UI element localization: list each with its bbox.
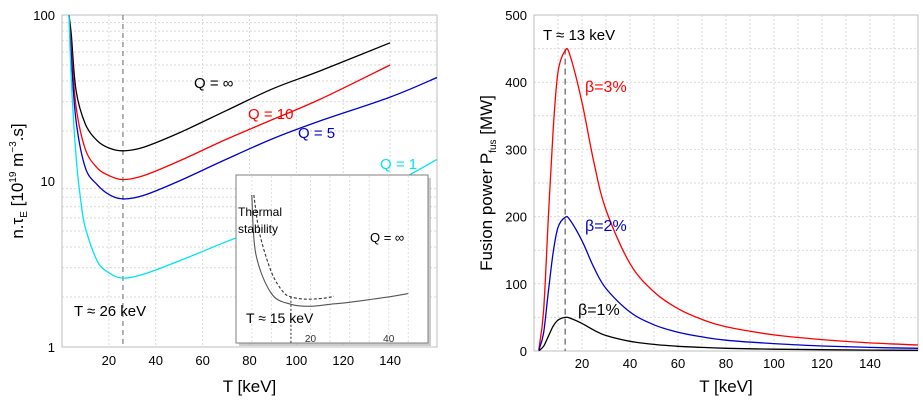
x-tick-label: 120 <box>811 356 833 371</box>
y-tick-label: 10 <box>41 174 55 189</box>
series-line-2 <box>538 215 918 351</box>
y-axis-label: Fusion power Pfus [MW] <box>477 95 499 271</box>
inset: Thermal stability Q = ∞ T ≈ 15 keV 20 40 <box>235 174 431 346</box>
x-tick-label: 80 <box>242 353 256 368</box>
series-label-q-5: Q = 5 <box>298 125 335 142</box>
series-line-q-5 <box>68 15 437 200</box>
x-axis-label: T [keV] <box>223 377 277 396</box>
series-label-q-1: Q = 1 <box>380 156 417 173</box>
x-tick-label: 20 <box>102 353 116 368</box>
plot-frame <box>61 14 438 348</box>
x-tick-label: 80 <box>719 356 733 371</box>
x-tick-label: 40 <box>149 353 163 368</box>
y-tick-label: 1 <box>48 340 55 355</box>
y-tick-label: 100 <box>505 277 527 292</box>
vline-label: T ≈ 13 keV <box>543 27 615 44</box>
inset-label-thermal: Thermal <box>238 205 282 219</box>
y-tick-label: 200 <box>505 210 527 225</box>
inset-tick-40: 40 <box>383 334 395 345</box>
x-tick-label: 40 <box>623 356 637 371</box>
inset-curve-q <box>251 194 409 307</box>
x-tick-label: 20 <box>575 356 589 371</box>
series-label-q: Q = ∞ <box>194 75 234 92</box>
series-label-3: β=3% <box>585 79 627 96</box>
x-tick-label: 120 <box>332 353 354 368</box>
y-tick-label: 500 <box>505 8 527 23</box>
inset-label-stability: stability <box>238 222 278 236</box>
y-tick-label: 400 <box>505 75 527 90</box>
inset-label-q-inf: Q = ∞ <box>370 230 404 245</box>
y-tick-label: 100 <box>33 8 55 23</box>
right-chart: β=3% β=2% β=1% T ≈ 13 keV 0 100 200 300 400 500 20… <box>477 8 919 396</box>
x-tick-label: 60 <box>671 356 685 371</box>
series-label-1: β=1% <box>578 302 620 319</box>
left-chart: Q = ∞ Q = 10 Q = 5 Q = 1 Thermal stability Q =… <box>8 8 438 396</box>
vline-label: T ≈ 26 keV <box>74 303 146 320</box>
x-tick-label: 140 <box>859 356 881 371</box>
inset-label-temp: T ≈ 15 keV <box>246 310 314 326</box>
series-label-2: β=2% <box>585 218 627 235</box>
series-group <box>538 47 918 351</box>
x-tick-label: 60 <box>195 353 209 368</box>
series-line-3 <box>538 47 918 350</box>
x-tick-label: 140 <box>379 353 401 368</box>
x-tick-label: 100 <box>286 353 308 368</box>
y-axis-label: n.τE [1019 m−3.s] <box>8 123 30 238</box>
series-line-1 <box>538 316 918 351</box>
y-tick-label: 0 <box>520 344 527 359</box>
inset-tick-20: 20 <box>305 334 317 345</box>
series-line-q <box>68 15 391 152</box>
series-label-q-10: Q = 10 <box>248 106 293 123</box>
x-tick-label: 100 <box>763 356 785 371</box>
inset-frame <box>235 174 429 344</box>
series-line-q-10 <box>68 15 391 181</box>
y-tick-label: 300 <box>505 142 527 157</box>
x-axis-label: T [keV] <box>699 377 753 396</box>
plot-frame <box>533 14 919 352</box>
